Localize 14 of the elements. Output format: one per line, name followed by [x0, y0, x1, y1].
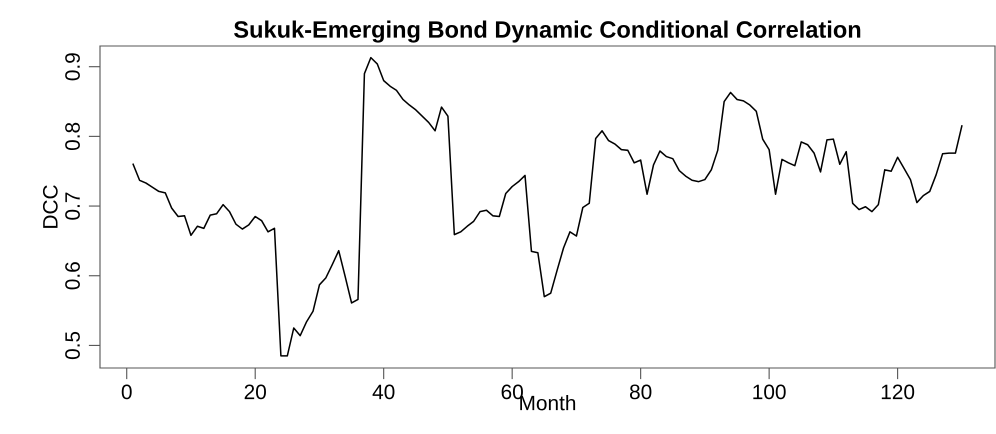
- y-axis-title: DCC: [42, 185, 58, 228]
- x-tick-label: 120: [882, 384, 914, 400]
- y-tick-label: 0.7: [65, 192, 80, 220]
- y-tick-label: 0.9: [65, 53, 80, 80]
- y-tick-label: 0.8: [65, 122, 80, 150]
- x-tick-label: 40: [372, 384, 394, 400]
- y-tick-label: 0.5: [65, 332, 80, 360]
- x-tick-label: 0: [122, 384, 132, 400]
- line-series: [132, 56, 963, 357]
- y-tick-label: 0.6: [65, 262, 80, 290]
- chart-title: Sukuk-Emerging Bond Dynamic Conditional Correlation: [234, 20, 860, 43]
- x-tick-label: 20: [244, 384, 266, 400]
- x-tick-label: 80: [630, 384, 652, 400]
- x-tick-label: 100: [753, 384, 786, 400]
